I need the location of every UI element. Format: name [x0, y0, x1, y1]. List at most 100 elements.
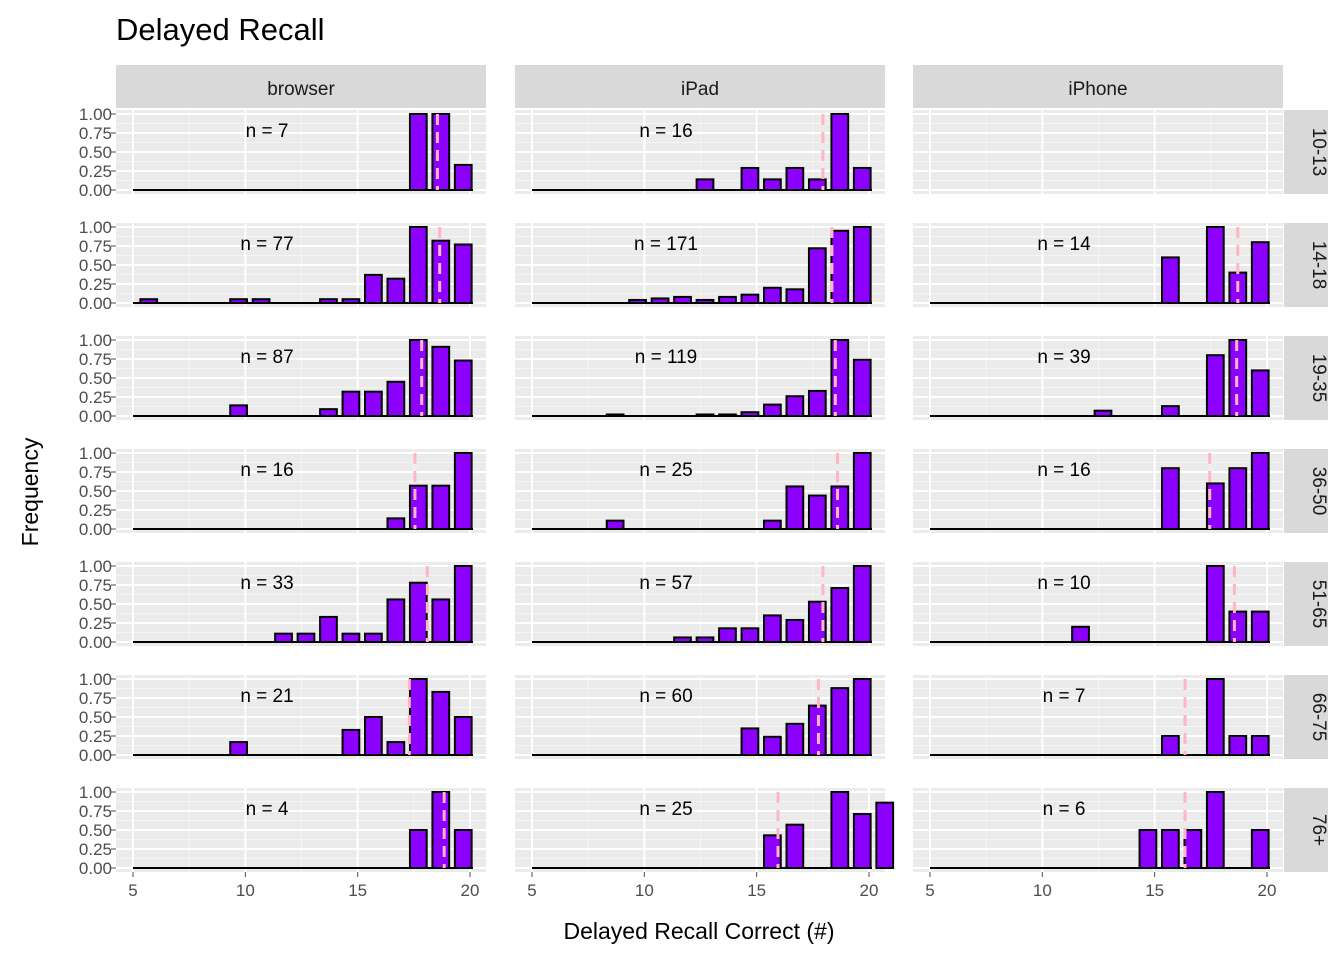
sample-size-label: n = 6 [1043, 799, 1086, 820]
sample-size-label: n = 119 [635, 347, 698, 368]
x-tick-label: 10 [635, 881, 654, 900]
histogram-bar [453, 243, 473, 304]
histogram-bar [785, 618, 805, 644]
y-tick-label: 0.00 [79, 633, 112, 652]
sample-size-label: n = 25 [639, 460, 692, 481]
y-tick-label: 0.00 [79, 859, 112, 878]
histogram-bar [852, 452, 872, 530]
histogram-bar [1161, 256, 1180, 304]
histogram-bar [453, 565, 473, 643]
histogram-bar [673, 295, 692, 305]
y-tick-label: 1.00 [79, 331, 112, 350]
panel-browser-14-18: n = 77 [116, 223, 486, 307]
histogram-bar [852, 813, 872, 869]
histogram-bar [785, 485, 805, 531]
row-strip-66-75 [1284, 675, 1328, 759]
histogram-bar [408, 581, 428, 643]
histogram-bar [740, 411, 760, 418]
histogram-bar [408, 829, 428, 869]
histogram-bar [740, 727, 760, 757]
histogram-bar [695, 178, 715, 192]
panel-browser-10-13: n = 7 [116, 110, 486, 194]
histogram-bar [453, 716, 473, 756]
row-strip-36-50 [1284, 449, 1328, 533]
y-tick-label: 0.75 [79, 237, 112, 256]
histogram-bar [695, 298, 715, 304]
histogram-bar [807, 389, 827, 418]
x-axis-label: Delayed Recall Correct (#) [564, 918, 835, 944]
histogram-bar [229, 298, 248, 305]
histogram-bar [695, 636, 715, 644]
x-tick-label: 15 [1145, 881, 1164, 900]
histogram-bar [1161, 829, 1180, 869]
y-tick-label: 0.75 [79, 463, 112, 482]
histogram-bar [1250, 610, 1270, 643]
y-tick-label: 0.25 [79, 614, 112, 633]
x-tick-label: 15 [747, 881, 766, 900]
sample-size-label: n = 25 [639, 799, 692, 820]
histogram-bar [1205, 354, 1225, 418]
column-strip-label: iPhone [1068, 79, 1127, 100]
sample-size-label: n = 39 [1037, 347, 1090, 368]
histogram-bar [830, 485, 850, 531]
row-strip-label: 19-35 [1308, 354, 1329, 403]
y-tick-label: 0.75 [79, 802, 112, 821]
histogram-bar [1093, 409, 1113, 417]
histogram-bar [408, 113, 428, 191]
histogram-bar [875, 801, 895, 870]
panel-iphone-66-75: n = 7 [913, 675, 1283, 759]
x-tick-label: 15 [348, 881, 367, 900]
y-tick-label: 0.50 [79, 143, 112, 162]
histogram-bar [785, 722, 805, 757]
histogram-bar [408, 339, 428, 417]
histogram-bar [763, 403, 782, 418]
histogram-bar [763, 614, 782, 644]
panel-browser-76+: n = 4 [116, 788, 486, 872]
y-tick-label: 0.25 [79, 727, 112, 746]
histogram-bar [274, 632, 293, 644]
histogram-bar [364, 632, 383, 644]
panel-browser-36-50: n = 16 [116, 449, 486, 533]
y-tick-label: 0.50 [79, 821, 112, 840]
histogram-bar [807, 494, 827, 530]
histogram-bar [386, 380, 406, 417]
histogram-bar [1138, 829, 1158, 869]
sample-size-label: n = 87 [240, 347, 293, 368]
histogram-bar [1250, 735, 1270, 756]
y-tick-label: 1.00 [79, 783, 112, 802]
histogram-bar [763, 178, 782, 192]
row-strip-label: 66-75 [1308, 693, 1329, 742]
row-strip-76+ [1284, 788, 1328, 872]
histogram-bar [1161, 467, 1180, 531]
histogram-bar [1228, 467, 1248, 531]
histogram-bar [341, 632, 361, 644]
histogram-bar [1250, 369, 1270, 417]
sample-size-label: n = 21 [240, 686, 293, 707]
histogram-bar [763, 834, 782, 870]
y-tick-label: 1.00 [79, 557, 112, 576]
panel-ipad-51-65: n = 57 [515, 562, 885, 646]
histogram-bar [251, 298, 271, 305]
column-strip-label: iPad [681, 79, 719, 100]
histogram-bar [807, 704, 827, 756]
histogram-bar [1250, 829, 1270, 869]
histogram-bar [605, 413, 625, 418]
histogram-bar [740, 627, 760, 644]
histogram-bar [319, 298, 338, 305]
histogram-bar [229, 404, 248, 417]
histogram-bar [1205, 565, 1225, 643]
sample-size-label: n = 171 [634, 234, 698, 255]
y-tick-label: 0.25 [79, 388, 112, 407]
y-tick-label: 1.00 [79, 670, 112, 689]
histogram-bar [830, 229, 850, 304]
histogram-bar [453, 163, 473, 191]
y-tick-label: 0.75 [79, 576, 112, 595]
panel-ipad-14-18: n = 171 [515, 223, 885, 307]
histogram-bar [785, 288, 805, 305]
row-strip-10-13 [1284, 110, 1328, 194]
histogram-bar [852, 565, 872, 643]
sample-size-label: n = 77 [240, 234, 293, 255]
histogram-bar [431, 598, 451, 644]
histogram-bar [296, 632, 316, 644]
